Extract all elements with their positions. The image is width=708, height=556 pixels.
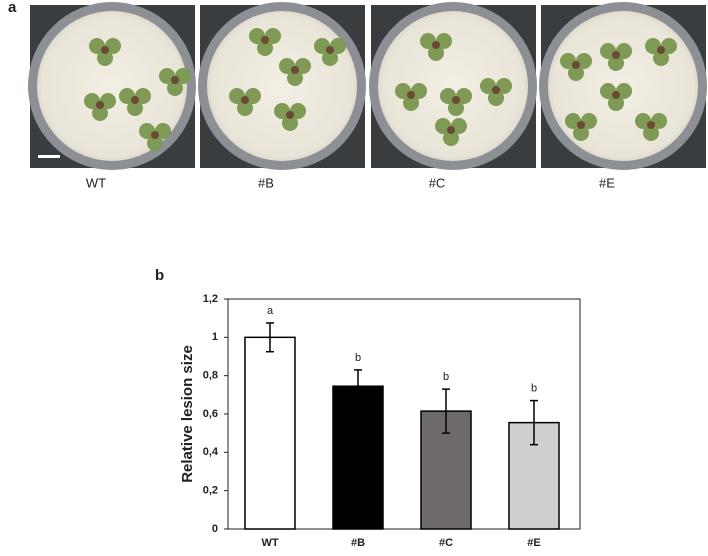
lesion [326,46,334,54]
bar [332,385,384,530]
lesion [286,111,294,119]
panel-label: b [155,267,164,284]
lesion [447,126,455,134]
x-tick-label: #B [351,537,365,549]
leaflet [653,50,669,66]
caption: WT [86,175,106,190]
leaflet [97,50,113,66]
y-tick-label: 1,2 [203,293,218,305]
lesion [452,96,460,104]
x-tick-label: WT [261,537,278,549]
caption: #E [599,175,615,190]
significance-letter: b [355,352,361,364]
y-tick-label: 0,8 [203,370,218,382]
lesion [96,101,104,109]
leaflet [643,125,659,141]
leaflet [488,90,504,106]
leaflet [237,100,253,116]
leaflet [568,65,584,81]
lesion [171,76,179,84]
filter-paper [378,11,528,161]
x-tick-label: #E [527,537,540,549]
lesion [577,121,585,129]
filter-paper [207,11,357,161]
lesion [612,51,620,59]
photos: WT #B #C #E [28,2,707,190]
significance-letter: b [531,382,537,394]
lesion [241,96,249,104]
lesion [151,131,159,139]
leaflet [257,40,273,56]
leaflet [167,80,183,96]
bar [244,336,296,530]
leaflet [287,70,303,86]
lesion [131,96,139,104]
y-tick-label: 0,6 [203,408,218,420]
leaflet [403,95,419,111]
x-tick-label: #C [439,537,453,549]
y-tick-label: 0,2 [203,485,218,497]
leaflet [127,100,143,116]
lesion [647,121,655,129]
chart: 0 0,2 0,4 0,6 0,8 1 1,2 WT a #B b #C b #E b [203,293,581,549]
lesion [657,46,665,54]
lesion [407,91,415,99]
y-axis-label: Relative lesion size [179,345,196,483]
lesion [612,91,620,99]
leaflet [322,50,338,66]
panel-label: a [8,0,17,16]
y-tick-label: 0 [212,523,218,535]
lesion [432,41,440,49]
lesion [572,61,580,69]
leaflet [92,105,108,121]
significance-letter: b [443,371,449,383]
lesion [101,46,109,54]
leaflet [608,55,624,71]
caption: #C [429,175,446,190]
leaflet [443,130,459,146]
leaflet [573,125,589,141]
scale-bar [38,155,60,158]
leaflet [608,95,624,111]
y-tick-label: 1 [212,331,218,343]
leaflet [448,100,464,116]
leaflet [428,45,444,61]
significance-letter: a [267,305,274,317]
leaflet [282,115,298,131]
leaflet [147,135,163,151]
y-tick-label: 0,4 [203,446,219,458]
lesion [261,36,269,44]
lesion [492,86,500,94]
caption: #B [258,175,274,190]
lesion [291,66,299,74]
